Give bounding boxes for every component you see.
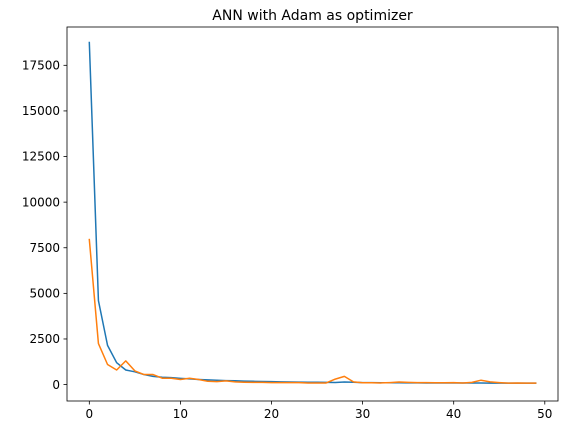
x-tick-label: 40 [446,407,461,421]
series-line-2 [88,238,537,384]
y-axis: 0 2500 5000 7500 10000 12500 15000 17500 [22,59,67,392]
x-tick-label: 0 [85,407,93,421]
y-tick-label: 2500 [29,332,60,346]
y-tick-label: 15000 [22,104,60,118]
y-tick-label: 0 [52,378,60,392]
x-tick-label: 50 [537,407,552,421]
x-tick-label: 10 [173,407,188,421]
series-layer [88,41,537,384]
y-tick-label: 5000 [29,287,60,301]
plot-area [67,27,558,401]
y-tick-label: 10000 [22,195,60,209]
chart-title: ANN with Adam as optimizer [212,8,413,24]
x-tick-label: 20 [264,407,279,421]
y-tick-label: 17500 [22,59,60,73]
y-tick-label: 7500 [29,241,60,255]
y-tick-label: 12500 [22,150,60,164]
plot-frame [66,26,559,402]
x-tick-label: 30 [355,407,370,421]
x-axis: 0 10 20 30 40 50 [85,401,552,421]
